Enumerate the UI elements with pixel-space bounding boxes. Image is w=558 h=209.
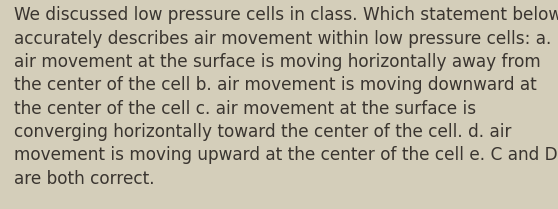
Text: We discussed low pressure cells in class. Which statement below
accurately descr: We discussed low pressure cells in class… xyxy=(14,6,558,187)
